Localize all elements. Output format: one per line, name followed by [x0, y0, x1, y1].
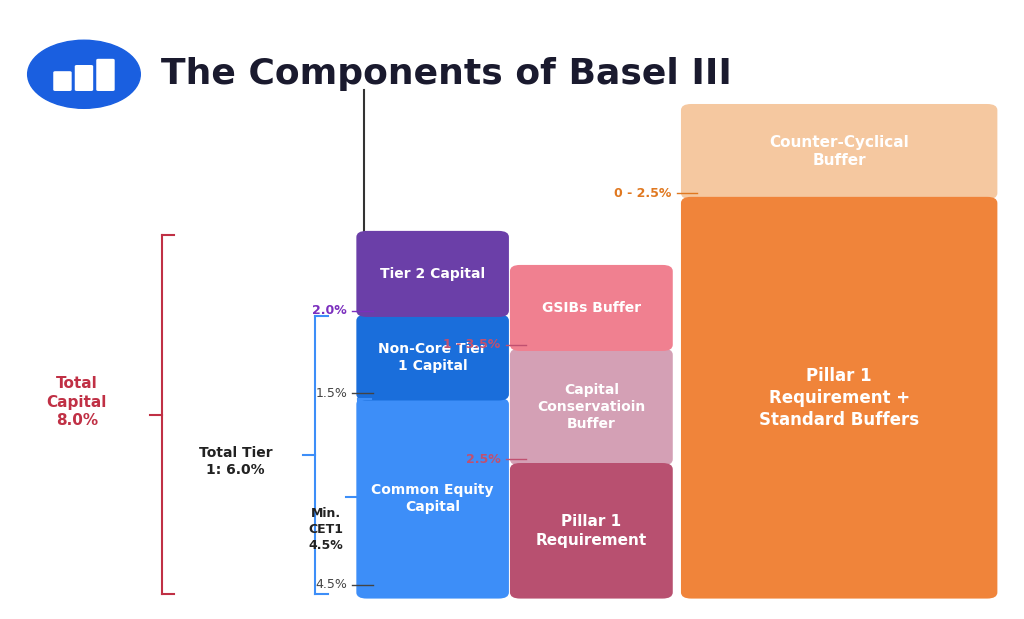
Text: 2.5%: 2.5%	[466, 452, 501, 466]
Text: Counter-Cyclical
Buffer: Counter-Cyclical Buffer	[769, 135, 909, 168]
Text: Min.
CET1
4.5%: Min. CET1 4.5%	[308, 507, 343, 552]
FancyBboxPatch shape	[510, 463, 673, 599]
Text: GSIBs Buffer: GSIBs Buffer	[542, 301, 641, 315]
Text: 1.5%: 1.5%	[315, 386, 347, 400]
FancyBboxPatch shape	[681, 104, 997, 199]
Text: Total Tier
1: 6.0%: Total Tier 1: 6.0%	[199, 446, 272, 477]
Text: 4.5%: 4.5%	[315, 578, 347, 592]
Text: 2.0%: 2.0%	[312, 304, 347, 318]
Text: Non-Core Tier
1 Capital: Non-Core Tier 1 Capital	[378, 342, 487, 373]
FancyBboxPatch shape	[53, 71, 72, 91]
FancyBboxPatch shape	[510, 265, 673, 351]
Text: 0 - 2.5%: 0 - 2.5%	[614, 186, 672, 200]
Text: Total
Capital
8.0%: Total Capital 8.0%	[47, 376, 106, 428]
FancyBboxPatch shape	[96, 59, 115, 91]
FancyBboxPatch shape	[356, 398, 509, 599]
FancyBboxPatch shape	[356, 314, 509, 400]
Text: Tier 2 Capital: Tier 2 Capital	[380, 267, 485, 281]
Circle shape	[28, 40, 140, 108]
FancyBboxPatch shape	[510, 348, 673, 465]
FancyBboxPatch shape	[356, 231, 509, 317]
Text: Pillar 1
Requirement: Pillar 1 Requirement	[536, 514, 647, 548]
FancyBboxPatch shape	[75, 65, 93, 91]
FancyBboxPatch shape	[681, 197, 997, 599]
Text: 1 - 3.5%: 1 - 3.5%	[443, 338, 501, 352]
Text: The Components of Basel III: The Components of Basel III	[161, 58, 731, 91]
Text: Capital
Conservatioin
Buffer: Capital Conservatioin Buffer	[538, 383, 645, 431]
Text: Pillar 1
Requirement +
Standard Buffers: Pillar 1 Requirement + Standard Buffers	[759, 366, 920, 429]
Text: Common Equity
Capital: Common Equity Capital	[372, 483, 494, 514]
